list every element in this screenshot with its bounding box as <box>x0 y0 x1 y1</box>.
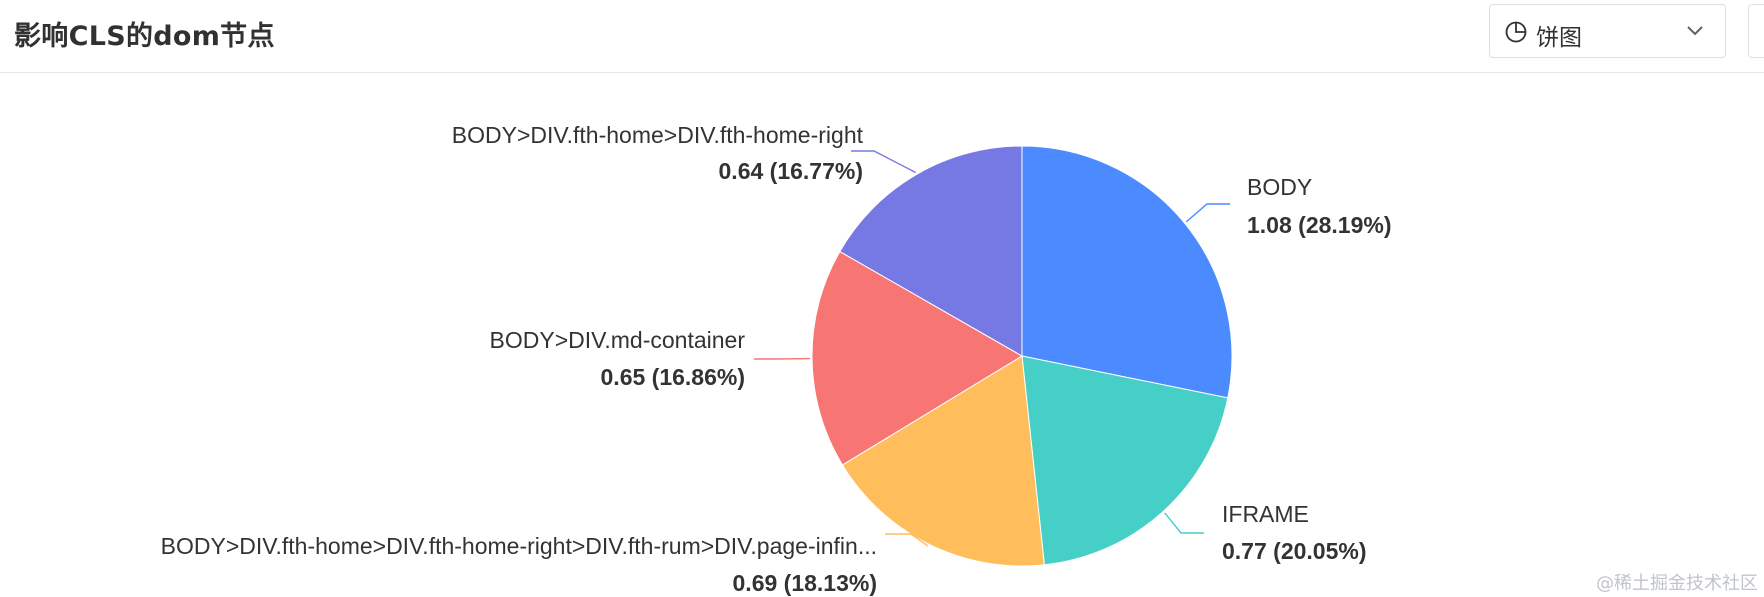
slice-value-label: 1.08 (28.19%) <box>1247 212 1391 238</box>
chart-type-select[interactable]: 饼图 <box>1489 4 1726 58</box>
slice-name-label: BODY>DIV.fth-home>DIV.fth-home-right>DIV… <box>161 533 877 559</box>
chart-type-selected-value: 饼图 <box>1536 25 1582 51</box>
pie-slice[interactable] <box>1021 145 1233 399</box>
slice-name-label: IFRAME <box>1222 501 1309 527</box>
label-leader-line <box>851 150 917 174</box>
slice-value-label: 0.69 (18.13%) <box>733 570 877 596</box>
label-leader-line <box>1185 203 1230 223</box>
chart-title: 影响CLS的dom节点 <box>14 21 275 52</box>
slice-name-label: BODY>DIV.md-container <box>490 327 746 353</box>
pie-slice[interactable] <box>841 355 1045 567</box>
slice-value-label: 0.77 (20.05%) <box>1222 538 1366 564</box>
label-leader-line <box>885 533 929 547</box>
toolbar-button[interactable] <box>1748 4 1764 58</box>
slice-name-label: BODY <box>1247 174 1312 200</box>
slice-name-label: BODY>DIV.fth-home>DIV.fth-home-right <box>452 122 864 148</box>
pie-slice[interactable] <box>811 250 1023 466</box>
pie-slice[interactable] <box>1021 355 1229 566</box>
chart-header: 影响CLS的dom节点 饼图 <box>0 0 1764 73</box>
pie-slice[interactable] <box>839 145 1023 357</box>
chevron-down-icon <box>1687 26 1703 36</box>
label-leader-line <box>1164 512 1204 534</box>
slice-value-label: 0.65 (16.86%) <box>601 364 745 390</box>
pie-chart: BODY 1.08 (28.19%) IFRAME 0.77 (20.05%) BODY… <box>161 122 1392 596</box>
watermark: @稀土掘金技术社区 <box>1596 573 1758 594</box>
slice-value-label: 0.64 (16.77%) <box>719 158 863 184</box>
pie-chart-icon <box>1505 21 1527 43</box>
